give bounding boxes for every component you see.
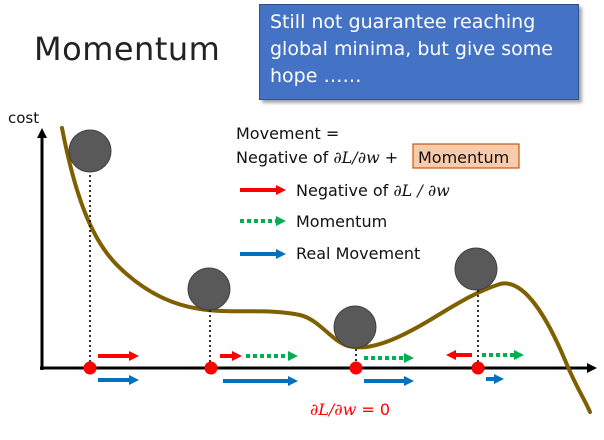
- ball-3: [333, 305, 377, 349]
- formula-highlight: Momentum: [418, 148, 509, 167]
- legend-gradient-math: ∂L / ∂w: [393, 181, 450, 200]
- legend-movement-label: Real Movement: [296, 244, 420, 263]
- callout-line-3: hope ……: [270, 65, 362, 87]
- callout-line-1: Still not guarantee reaching: [270, 11, 536, 33]
- callout-box: Still not guarantee reaching global mini…: [259, 4, 579, 100]
- formula-line-1: Movement =: [236, 124, 339, 143]
- y-axis-label: cost: [8, 109, 39, 127]
- zero-gradient-label: ∂L/∂w = 0: [310, 400, 390, 419]
- legend-gradient-label: Negative of ∂L / ∂w: [296, 181, 450, 200]
- zero-gradient-math: ∂L/∂w: [310, 400, 357, 419]
- momentum-highlight-box: [412, 143, 520, 169]
- point-1: [83, 361, 97, 375]
- formula-plus: +: [380, 148, 404, 167]
- formula-term: ∂L/∂w: [333, 148, 380, 167]
- point-4: [471, 361, 485, 375]
- point-3: [349, 361, 363, 375]
- point-2: [204, 361, 218, 375]
- formula-line-2: Negative of ∂L/∂w + Momentum: [236, 148, 509, 167]
- zero-gradient-suffix: = 0: [356, 400, 390, 419]
- formula-prefix: Negative of: [236, 148, 333, 167]
- legend-gradient-prefix: Negative of: [296, 181, 393, 200]
- slide-title: Momentum: [34, 30, 221, 68]
- ball-2: [187, 267, 231, 311]
- ball-1: [68, 129, 112, 173]
- callout-line-2: global minima, but give some: [270, 38, 553, 60]
- legend-momentum-label: Momentum: [296, 212, 387, 231]
- ball-4: [454, 247, 498, 291]
